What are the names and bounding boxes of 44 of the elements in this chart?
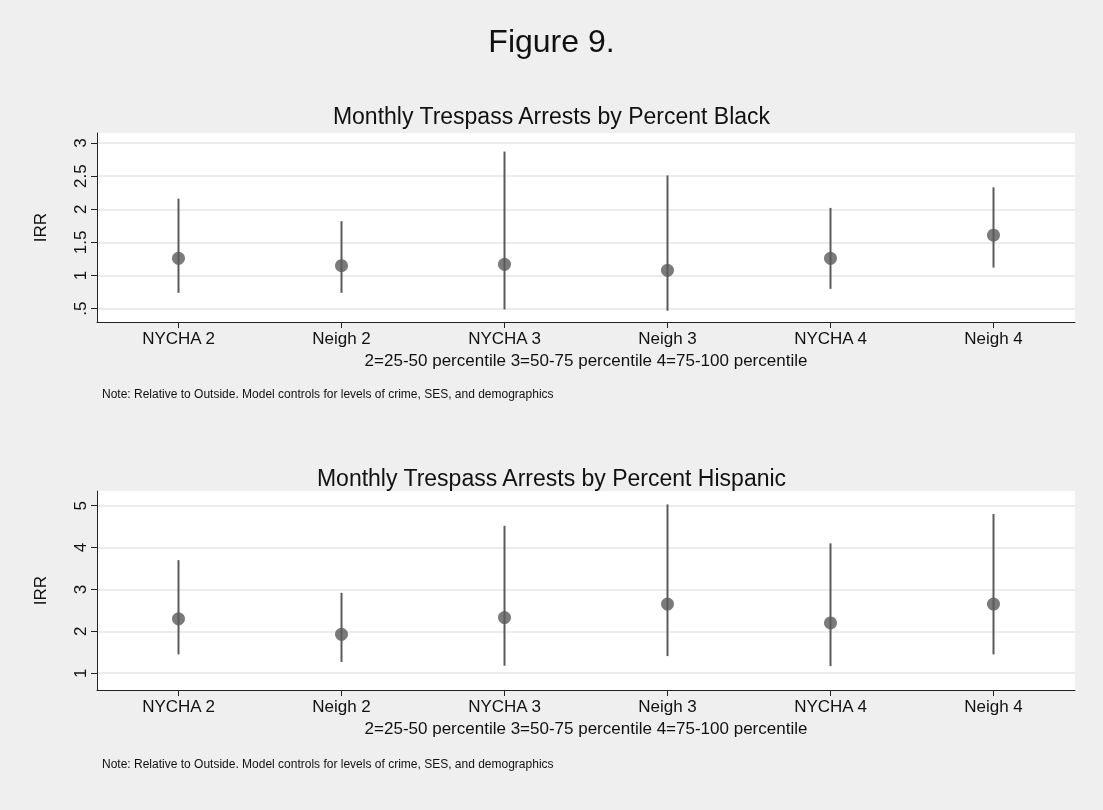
y-tick-label: 1 bbox=[71, 270, 90, 281]
text: Note: Relative to Outside. Model controls for levels of crime, SES, and demographics bbox=[102, 757, 554, 771]
x-tick-label: NYCHA 3 bbox=[468, 329, 541, 348]
y-axis-title: IRR bbox=[31, 212, 50, 243]
chart-title: Figure 9. bbox=[488, 23, 615, 59]
y-tick-label: .5 bbox=[71, 301, 90, 316]
point bbox=[172, 612, 185, 626]
point bbox=[498, 611, 511, 625]
x-axis-title: 2=25-50 percentile 3=50-75 percentile 4=75-100 percentile bbox=[364, 351, 808, 370]
x-tick-label: NYCHA 4 bbox=[794, 329, 867, 348]
point bbox=[661, 597, 674, 611]
point bbox=[824, 616, 837, 630]
y-tick-label: 3 bbox=[71, 138, 90, 148]
x-tick-label: NYCHA 2 bbox=[142, 697, 215, 716]
y-tick-label: 5 bbox=[71, 500, 90, 511]
point bbox=[661, 263, 674, 277]
chart-title: Monthly Trespass Arrests by Percent Hispanic bbox=[316, 464, 787, 491]
y-tick-label: 1 bbox=[71, 668, 90, 678]
x-tick-label: NYCHA 4 bbox=[794, 697, 867, 716]
y-tick-label: 2.5 bbox=[71, 164, 90, 188]
x-tick-label: Neigh 2 bbox=[312, 329, 371, 348]
point bbox=[335, 259, 348, 273]
chart-subtitle: Monthly Trespass Arrests by Percent Black bbox=[332, 102, 771, 129]
x-tick-label: Neigh 3 bbox=[638, 329, 697, 348]
x-tick-label: NYCHA 3 bbox=[468, 697, 541, 716]
point bbox=[498, 257, 511, 271]
y-tick-label: 2 bbox=[71, 204, 90, 214]
x-tick-label: Neigh 3 bbox=[638, 697, 697, 716]
x-tick-label: Neigh 4 bbox=[964, 329, 1023, 348]
y-tick-label: 1.5 bbox=[71, 230, 90, 255]
x-tick-label: NYCHA 2 bbox=[142, 329, 215, 348]
x-axis-title: 2=25-50 percentile 3=50-75 percentile 4=75-100 percentile bbox=[364, 719, 808, 738]
point bbox=[987, 228, 1000, 242]
x-tick-label: Neigh 2 bbox=[312, 697, 371, 716]
y-axis-title: IRR bbox=[31, 575, 50, 606]
y-tick-label: 4 bbox=[71, 542, 90, 553]
point bbox=[172, 251, 185, 265]
x-tick-label: Neigh 4 bbox=[964, 697, 1023, 716]
text: Note: Relative to Outside. Model controls for levels of crime, SES, and demographics bbox=[102, 387, 554, 401]
point bbox=[824, 251, 837, 265]
point bbox=[987, 597, 1000, 611]
point bbox=[335, 627, 348, 641]
y-tick-label: 2 bbox=[71, 626, 90, 637]
y-tick-label: 3 bbox=[71, 584, 90, 595]
